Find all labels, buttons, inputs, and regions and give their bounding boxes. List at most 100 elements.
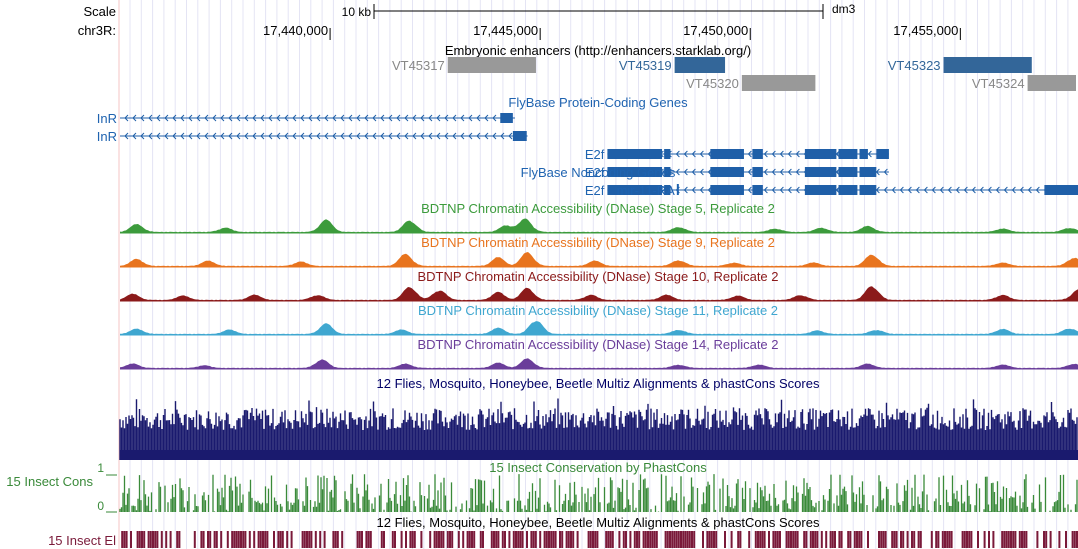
ruler-tick-label: 17,445,000 xyxy=(473,23,538,38)
strand-arrow xyxy=(891,186,896,194)
gene-exon[interactable] xyxy=(512,131,527,141)
strand-arrow xyxy=(204,132,209,140)
dnase-track[interactable]: BDTNP Chromatin Accessibility (DNase) St… xyxy=(120,201,1078,234)
gene-exon[interactable] xyxy=(859,149,868,159)
gene-exon[interactable] xyxy=(710,185,744,195)
ruler-tick-label: 17,440,000 xyxy=(263,23,328,38)
multiz-track[interactable]: 12 Flies, Mosquito, Honeybee, Beetle Mul… xyxy=(119,376,1078,460)
strand-arrow xyxy=(955,186,960,194)
strand-arrow xyxy=(763,150,768,158)
scalebar-text: 10 kb xyxy=(342,5,372,19)
strand-arrow xyxy=(875,186,880,194)
strand-arrow xyxy=(995,186,1000,194)
gene-transcript[interactable]: E2f xyxy=(585,165,889,180)
gene-transcript[interactable]: InR xyxy=(97,111,515,126)
strand-arrow xyxy=(795,168,800,176)
strand-arrow xyxy=(500,132,505,140)
gene-exon[interactable] xyxy=(607,167,663,177)
gene-exon[interactable] xyxy=(804,149,837,159)
gene-exon[interactable] xyxy=(664,185,671,195)
flybase-coding-track[interactable]: FlyBase Protein-Coding Genes InR InR E2f E2… xyxy=(97,95,1078,198)
strand-arrow xyxy=(180,132,185,140)
strand-arrow xyxy=(899,186,904,194)
insect-cons-title: 15 Insect Conservation by PhastCons xyxy=(489,460,707,475)
enhancers-track[interactable]: Embryonic enhancers (http://enhancers.st… xyxy=(392,43,1076,91)
insect-el-track[interactable]: 12 Flies, Mosquito, Honeybee, Beetle Mul… xyxy=(48,515,1078,548)
gene-exon[interactable] xyxy=(859,167,877,177)
gene-exon[interactable] xyxy=(838,185,858,195)
strand-arrow xyxy=(308,114,313,122)
insect-cons-ymin: 0 xyxy=(97,499,104,513)
dnase-signal xyxy=(120,218,1078,233)
strand-arrow xyxy=(747,168,752,176)
gene-exon[interactable] xyxy=(710,167,744,177)
gene-exon[interactable] xyxy=(859,185,877,195)
dnase-track[interactable]: BDTNP Chromatin Accessibility (DNase) St… xyxy=(120,337,1078,370)
gene-label: E2f xyxy=(585,147,605,162)
strand-arrow xyxy=(699,150,704,158)
strand-arrow xyxy=(460,114,465,122)
multiz-title: 12 Flies, Mosquito, Honeybee, Beetle Mul… xyxy=(377,376,820,391)
strand-arrow xyxy=(771,186,776,194)
gene-exon[interactable] xyxy=(804,185,837,195)
strand-arrow xyxy=(987,186,992,194)
dnase-track[interactable]: BDTNP Chromatin Accessibility (DNase) St… xyxy=(120,303,1078,336)
strand-arrow xyxy=(364,114,369,122)
strand-arrow xyxy=(1003,186,1008,194)
gene-exon[interactable] xyxy=(664,149,671,159)
dnase-signal xyxy=(120,286,1078,301)
gene-exon[interactable] xyxy=(664,167,671,177)
noncoding-label: mir-11-RA xyxy=(617,183,676,198)
noncoding-feature[interactable] xyxy=(676,184,679,195)
strand-arrow xyxy=(252,114,257,122)
strand-arrow xyxy=(492,132,497,140)
gene-exon[interactable] xyxy=(710,149,744,159)
enhancer-feature[interactable] xyxy=(1027,75,1076,91)
gene-exon[interactable] xyxy=(1044,185,1078,195)
flybase-noncoding-track[interactable]: FlyBase Noncoding Genes mir-11-RA xyxy=(521,165,679,198)
strand-arrow xyxy=(763,186,768,194)
strand-arrow xyxy=(683,186,688,194)
enhancer-feature[interactable] xyxy=(447,57,536,73)
strand-arrow xyxy=(947,186,952,194)
enhancer-feature[interactable] xyxy=(943,57,1032,73)
gene-exon[interactable] xyxy=(876,149,889,159)
strand-arrow xyxy=(675,168,680,176)
gene-exon[interactable] xyxy=(607,149,663,159)
strand-arrow xyxy=(699,186,704,194)
strand-arrow xyxy=(396,114,401,122)
gene-exon[interactable] xyxy=(804,167,837,177)
gene-exon[interactable] xyxy=(838,167,858,177)
gene-transcript[interactable]: E2f xyxy=(585,147,889,162)
gene-transcript[interactable]: E2f xyxy=(585,183,1078,198)
strand-arrow xyxy=(979,186,984,194)
gene-exon[interactable] xyxy=(607,185,663,195)
strand-arrow xyxy=(148,132,153,140)
gene-exon[interactable] xyxy=(752,149,763,159)
strand-arrow xyxy=(795,186,800,194)
enhancer-feature[interactable] xyxy=(674,57,726,73)
strand-arrow xyxy=(779,168,784,176)
strand-arrow xyxy=(923,186,928,194)
insect-cons-track[interactable]: 15 Insect Conservation by PhastCons 15 I… xyxy=(6,460,1078,513)
strand-arrow xyxy=(124,132,129,140)
gene-transcript[interactable]: InR xyxy=(97,129,528,144)
strand-arrow xyxy=(316,132,321,140)
enhancer-feature[interactable] xyxy=(741,75,816,91)
strand-arrow xyxy=(1035,186,1040,194)
gene-exon[interactable] xyxy=(752,185,763,195)
enhancers-title: Embryonic enhancers (http://enhancers.st… xyxy=(445,43,751,58)
strand-arrow xyxy=(763,168,768,176)
gene-exon[interactable] xyxy=(838,149,858,159)
dnase-track[interactable]: BDTNP Chromatin Accessibility (DNase) St… xyxy=(120,269,1078,302)
strand-arrow xyxy=(276,132,281,140)
gene-exon[interactable] xyxy=(500,113,513,123)
flybase-coding-title: FlyBase Protein-Coding Genes xyxy=(508,95,688,110)
strand-arrow xyxy=(332,114,337,122)
strand-arrow xyxy=(907,186,912,194)
dnase-tracks[interactable]: BDTNP Chromatin Accessibility (DNase) St… xyxy=(120,201,1078,370)
strand-arrow xyxy=(236,114,241,122)
gene-label: E2f xyxy=(585,165,605,180)
dnase-track[interactable]: BDTNP Chromatin Accessibility (DNase) St… xyxy=(120,235,1078,268)
gene-exon[interactable] xyxy=(752,167,763,177)
